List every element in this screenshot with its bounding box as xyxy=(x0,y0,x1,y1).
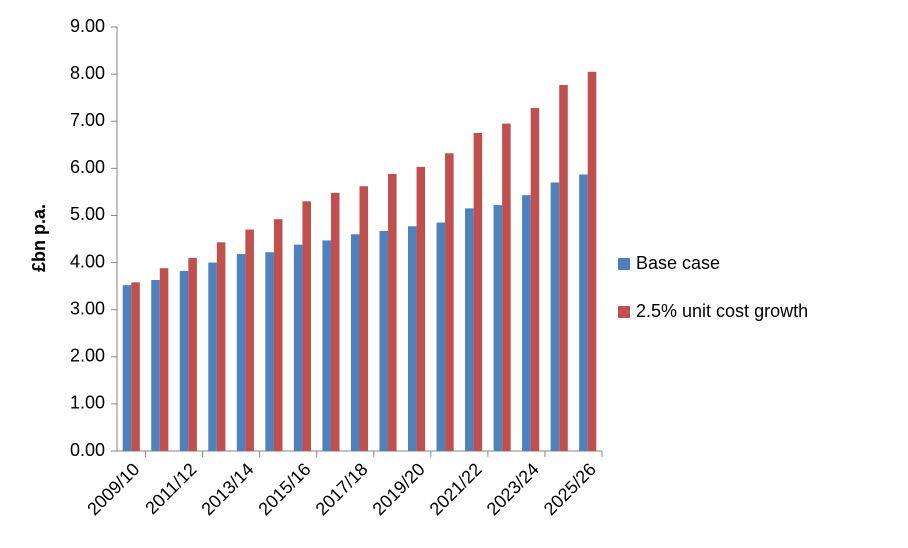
bar xyxy=(550,182,560,451)
y-tick-label: 1.00 xyxy=(70,393,105,413)
bar xyxy=(293,244,303,451)
y-tick-label: 5.00 xyxy=(70,204,105,224)
x-tick-label: 2021/22 xyxy=(426,459,486,519)
y-tick-label: 4.00 xyxy=(70,251,105,271)
bar xyxy=(579,174,588,452)
bar xyxy=(122,285,132,451)
bar xyxy=(416,166,426,452)
y-tick-label: 2.00 xyxy=(70,346,105,366)
bar xyxy=(159,268,169,451)
bar xyxy=(408,226,417,451)
y-tick-label: 8.00 xyxy=(70,63,105,83)
bar xyxy=(236,254,246,451)
bar xyxy=(330,192,340,451)
bar xyxy=(273,219,283,451)
bar xyxy=(131,282,140,451)
x-tick-label: 2025/26 xyxy=(540,459,600,519)
bar xyxy=(379,230,389,451)
x-tick-label: 2017/18 xyxy=(312,459,372,519)
bar xyxy=(465,208,474,451)
bar xyxy=(359,186,369,452)
x-tick-label: 2009/10 xyxy=(83,459,143,519)
bar xyxy=(245,229,254,451)
legend-swatch xyxy=(618,258,630,270)
bar xyxy=(436,222,446,451)
bar xyxy=(216,242,226,451)
legend-swatch xyxy=(618,306,630,318)
bar xyxy=(302,201,311,451)
bar xyxy=(559,84,568,452)
x-tick-label: 2011/12 xyxy=(141,459,200,518)
bar xyxy=(502,123,511,452)
bar xyxy=(522,195,531,451)
x-tick-label: 2013/14 xyxy=(197,459,257,519)
y-tick-label: 3.00 xyxy=(70,298,105,318)
bar xyxy=(208,262,217,451)
bar xyxy=(388,173,397,451)
x-tick-label: 2019/20 xyxy=(369,459,429,519)
bar xyxy=(445,153,454,451)
y-tick-label: 7.00 xyxy=(70,110,105,130)
legend-label: 2.5% unit cost growth xyxy=(636,301,808,321)
y-tick-label: 6.00 xyxy=(70,157,105,177)
x-tick-label: 2015/16 xyxy=(254,459,314,519)
bar xyxy=(530,108,540,451)
bar xyxy=(265,252,274,451)
x-tick-label: 2023/24 xyxy=(483,459,543,519)
bar xyxy=(493,205,503,451)
bar xyxy=(151,279,160,451)
y-tick-label: 9.00 xyxy=(70,16,105,36)
bar xyxy=(188,257,197,451)
bar xyxy=(179,271,189,451)
y-tick-label: 0.00 xyxy=(70,440,105,460)
bar xyxy=(587,71,597,451)
bar xyxy=(473,133,483,451)
bar xyxy=(350,234,360,451)
legend-label: Base case xyxy=(636,253,720,273)
y-axis-label: £bn p.a. xyxy=(29,204,49,272)
bar xyxy=(322,240,331,451)
